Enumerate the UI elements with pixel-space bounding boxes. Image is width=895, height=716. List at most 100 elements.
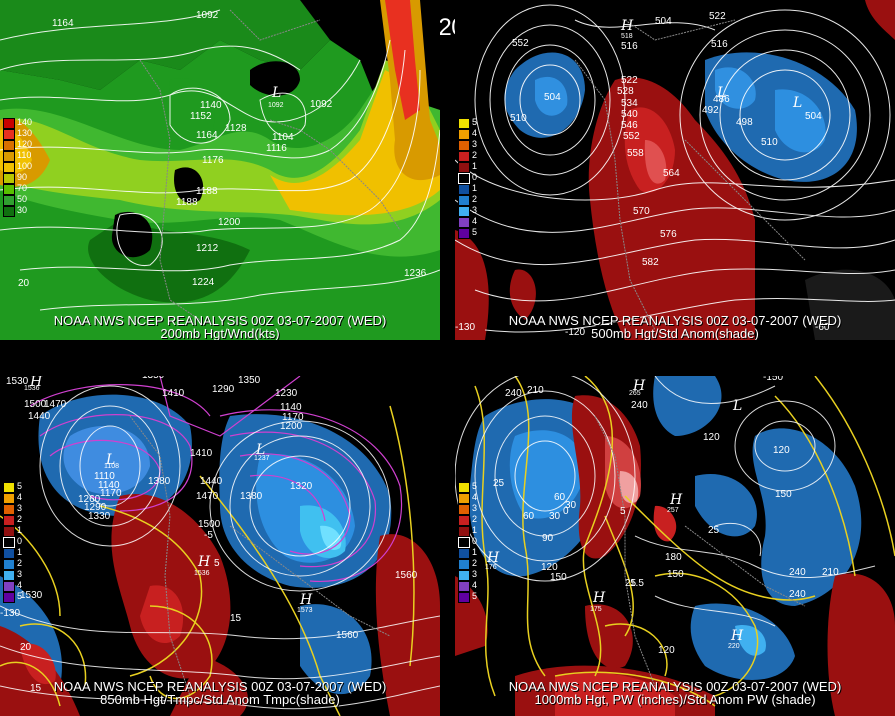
- legend-label: 0: [17, 536, 23, 546]
- svg-text:240: 240: [631, 400, 648, 411]
- svg-text:504: 504: [655, 16, 672, 27]
- svg-text:1350: 1350: [142, 376, 165, 381]
- svg-text:1410: 1410: [162, 388, 185, 399]
- svg-text:516: 516: [711, 39, 728, 50]
- legend-label: 4: [472, 580, 478, 590]
- svg-text:1536: 1536: [194, 570, 210, 577]
- svg-text:1380: 1380: [240, 491, 263, 502]
- svg-text:1350: 1350: [238, 376, 261, 386]
- legend-swatch: 130: [3, 128, 32, 140]
- legend-swatch: 4: [3, 492, 22, 504]
- legend-swatch: 90: [3, 172, 27, 184]
- svg-text:120: 120: [658, 645, 675, 656]
- svg-text:570: 570: [633, 206, 650, 217]
- legend-swatch: 2: [458, 194, 477, 206]
- svg-text:1536: 1536: [24, 385, 40, 392]
- legend-swatch: 1: [3, 525, 22, 537]
- svg-text:510: 510: [761, 137, 778, 148]
- legend-swatch: 5: [3, 481, 22, 493]
- svg-text:1560: 1560: [336, 630, 359, 641]
- svg-text:-130: -130: [455, 322, 475, 333]
- legend-swatch: 4: [458, 216, 477, 228]
- svg-text:265: 265: [629, 390, 641, 397]
- legend-swatch: 5: [458, 591, 477, 603]
- legend-label: 2: [472, 194, 478, 204]
- caption-200mb-line1: NOAA NWS NCEP REANALYSIS 00Z 03-07-2007 …: [53, 313, 387, 328]
- svg-text:240: 240: [789, 567, 806, 578]
- svg-text:1.5: 1.5: [630, 578, 644, 589]
- legend-swatch: 120: [3, 139, 32, 151]
- legend-swatch: 5: [458, 481, 477, 493]
- svg-text:1212: 1212: [196, 243, 219, 254]
- svg-text:492: 492: [702, 105, 719, 116]
- caption-1000mb-line2: 1000mb Hgt, PW (inches)/Std Anom PW (sha…: [534, 692, 816, 707]
- legend-label: 3: [472, 569, 478, 579]
- legend-swatch: 50: [3, 194, 27, 206]
- legend-label: 4: [17, 492, 23, 502]
- legend-label: 1: [472, 525, 478, 535]
- svg-text:552: 552: [623, 131, 640, 142]
- svg-text:1500: 1500: [198, 519, 221, 530]
- svg-text:1092: 1092: [196, 10, 219, 21]
- svg-text:175: 175: [590, 606, 602, 613]
- legend-label: 5: [17, 481, 23, 491]
- svg-text:1224: 1224: [192, 277, 215, 288]
- svg-text:1176: 1176: [202, 155, 224, 166]
- svg-text:1188: 1188: [196, 186, 218, 197]
- svg-text:1170: 1170: [100, 488, 122, 499]
- legend-swatch: 0: [3, 536, 22, 548]
- legend-200mb: 140 130 120 110 100 90 70 50 30: [3, 117, 32, 217]
- svg-text:L: L: [105, 452, 115, 468]
- svg-text:-150: -150: [763, 376, 783, 383]
- svg-text:1230: 1230: [275, 388, 298, 399]
- svg-text:25: 25: [493, 478, 505, 489]
- svg-text:180: 180: [665, 552, 682, 563]
- svg-text:H: H: [592, 590, 606, 606]
- legend-label: 0: [472, 172, 478, 182]
- caption-200mb-line2: 200mb Hgt/Wnd(kts): [160, 326, 280, 341]
- svg-text:1470: 1470: [196, 491, 219, 502]
- caption-1000mb-line1: NOAA NWS NCEP REANALYSIS 00Z 03-07-2007 …: [508, 679, 842, 694]
- legend-label: 5: [17, 591, 23, 601]
- svg-text:H: H: [730, 628, 744, 644]
- svg-text:H: H: [669, 492, 683, 508]
- svg-text:1237: 1237: [254, 455, 270, 462]
- svg-text:30: 30: [549, 511, 561, 522]
- svg-text:H: H: [197, 554, 211, 570]
- svg-text:1470: 1470: [44, 399, 67, 410]
- legend-label: 30: [17, 205, 28, 215]
- svg-text:504: 504: [544, 92, 561, 103]
- legend-swatch: 0: [458, 536, 477, 548]
- map-850mb: 1530 1500 1440 1350 1470 1410 1350 1110 …: [0, 376, 440, 716]
- legend-swatch: 1: [458, 183, 477, 195]
- legend-swatch: 2: [3, 558, 22, 570]
- svg-text:546: 546: [621, 120, 638, 131]
- svg-text:L: L: [716, 85, 726, 101]
- legend-swatch: 2: [3, 514, 22, 526]
- legend-swatch: 3: [458, 205, 477, 217]
- svg-text:120: 120: [703, 432, 720, 443]
- svg-text:120: 120: [541, 562, 558, 573]
- caption-850mb-line1: NOAA NWS NCEP REANALYSIS 00Z 03-07-2007 …: [53, 679, 387, 694]
- panel-1000mb: 240 210 240 120 90 60 30 0 60 30 120 150…: [455, 376, 895, 716]
- svg-text:1140: 1140: [200, 100, 222, 111]
- legend-label: 5: [472, 591, 478, 601]
- svg-text:1128: 1128: [225, 123, 247, 134]
- legend-label: 140: [17, 117, 33, 127]
- legend-swatch: 4: [458, 492, 477, 504]
- legend-swatch: 110: [3, 150, 31, 162]
- legend-label: 4: [472, 492, 478, 502]
- legend-label: 70: [17, 183, 28, 193]
- legend-label: 5: [472, 117, 478, 127]
- svg-text:1170: 1170: [282, 412, 304, 423]
- svg-text:1164: 1164: [52, 18, 74, 29]
- svg-text:540: 540: [621, 109, 638, 120]
- legend-swatch: 4: [458, 128, 477, 140]
- legend-label: 120: [17, 139, 33, 149]
- svg-text:552: 552: [512, 38, 529, 49]
- svg-text:510: 510: [510, 113, 527, 124]
- svg-text:176: 176: [485, 564, 497, 571]
- svg-text:1440: 1440: [28, 411, 51, 422]
